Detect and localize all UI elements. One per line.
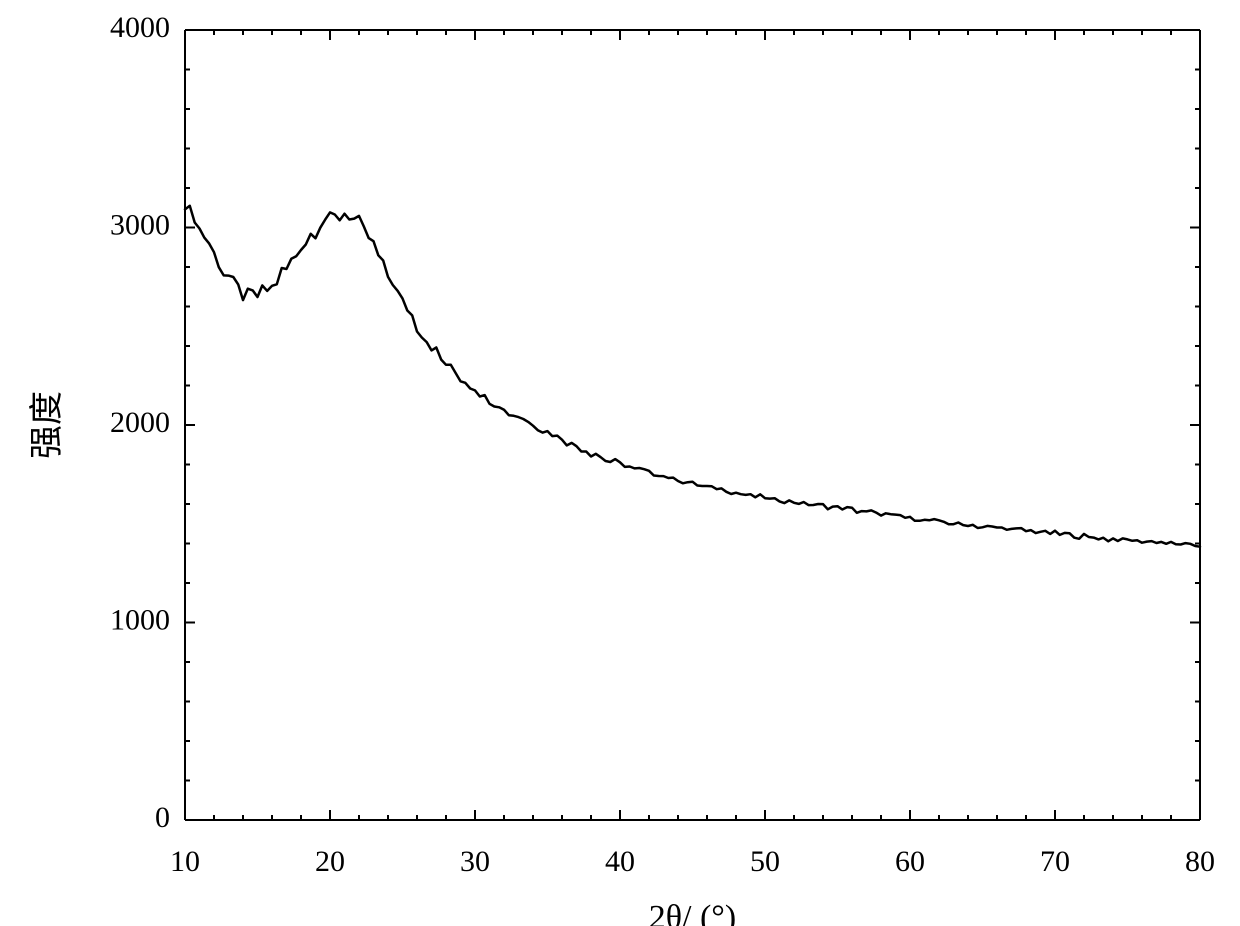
svg-text:0: 0: [155, 801, 170, 834]
svg-text:70: 70: [1040, 845, 1070, 878]
svg-text:3000: 3000: [110, 208, 170, 241]
svg-text:40: 40: [605, 845, 635, 878]
svg-text:80: 80: [1185, 845, 1215, 878]
xrd-chart: 10 20 30 40 50 60 70 80 0 1000 2000 3000 4000 2θ/ (°)…: [0, 0, 1240, 926]
svg-text:60: 60: [895, 845, 925, 878]
svg-text:50: 50: [750, 845, 780, 878]
svg-text:10: 10: [170, 845, 200, 878]
svg-text:4000: 4000: [110, 11, 170, 44]
svg-text:2000: 2000: [110, 406, 170, 439]
svg-text:1000: 1000: [110, 603, 170, 636]
svg-text:20: 20: [315, 845, 345, 878]
svg-text:30: 30: [460, 845, 490, 878]
svg-text:2θ/ (°): 2θ/ (°): [649, 899, 736, 926]
svg-text:强度: 强度: [28, 391, 66, 459]
